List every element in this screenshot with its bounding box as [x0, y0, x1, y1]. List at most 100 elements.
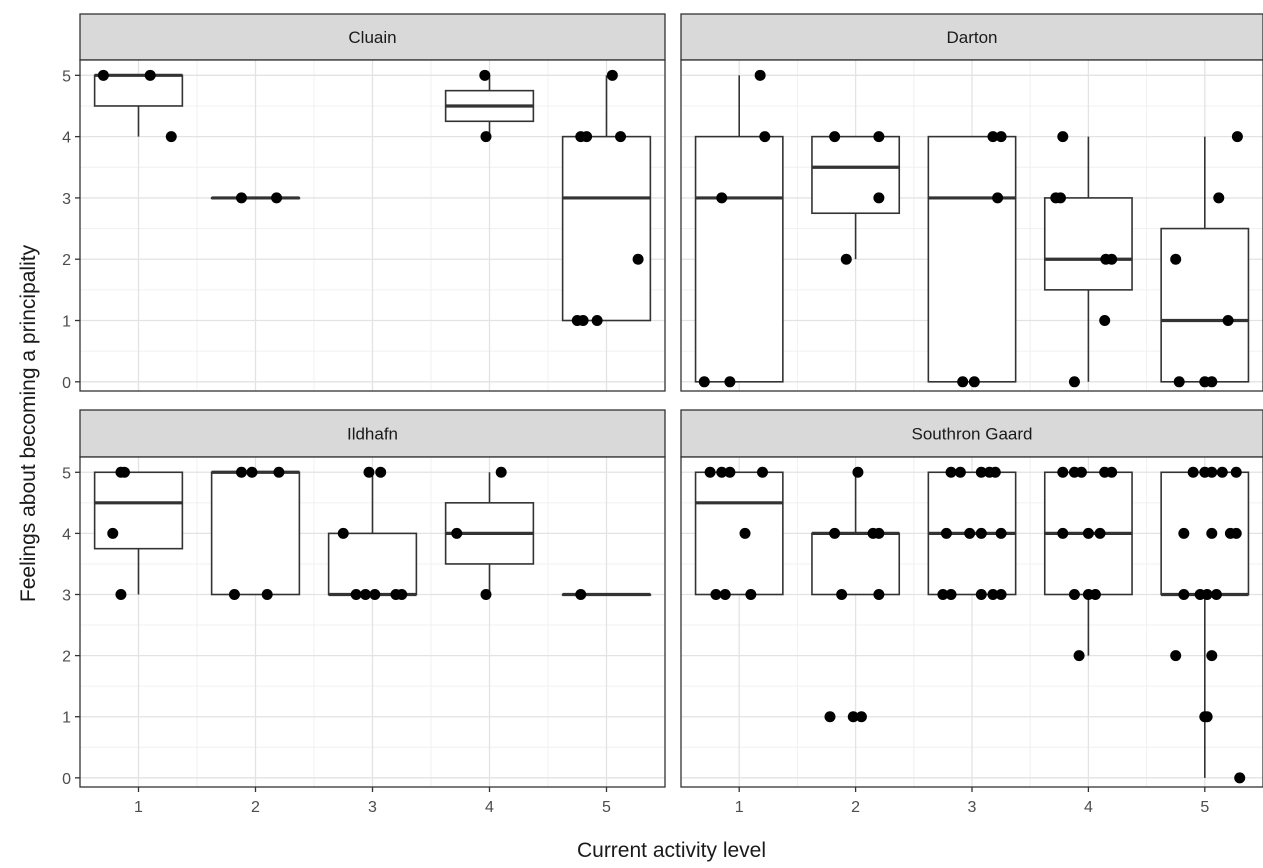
data-point — [975, 466, 987, 478]
y-tick-label: 2 — [62, 649, 71, 666]
facet-strip — [680, 13, 1263, 61]
data-point — [1230, 527, 1242, 539]
y-tick-label: 3 — [62, 191, 71, 208]
data-point — [1170, 253, 1182, 265]
data-point — [995, 589, 1007, 600]
data-point — [873, 131, 885, 143]
data-point — [987, 131, 999, 143]
data-point — [852, 466, 864, 478]
x-tick-label: 2 — [851, 799, 860, 816]
data-point — [581, 131, 593, 143]
data-point — [824, 711, 836, 723]
data-point — [615, 131, 627, 143]
data-point — [107, 527, 119, 539]
data-point — [1222, 315, 1234, 327]
facet-panel: Darton — [680, 13, 1263, 392]
data-point — [165, 131, 177, 143]
data-point — [1073, 650, 1085, 662]
box-element — [210, 470, 301, 596]
data-point — [836, 589, 848, 600]
data-point — [704, 466, 716, 478]
facet-strip-label: Darton — [946, 28, 997, 47]
data-point — [995, 131, 1007, 143]
data-point — [363, 466, 375, 478]
panel-border — [79, 59, 666, 392]
x-tick-label: 4 — [1084, 799, 1093, 816]
data-point — [940, 527, 952, 539]
data-point — [1213, 192, 1225, 204]
y-tick-label: 5 — [62, 68, 71, 85]
data-point — [1057, 466, 1069, 478]
data-point — [759, 131, 771, 143]
data-point — [1173, 376, 1185, 388]
box-element — [210, 196, 301, 200]
data-point — [739, 527, 751, 539]
x-tick-label: 5 — [602, 799, 611, 816]
data-point — [968, 376, 980, 388]
facet-strip-label: Cluain — [348, 28, 396, 47]
data-point — [1230, 466, 1242, 478]
data-point — [1206, 376, 1218, 388]
data-point — [1216, 466, 1228, 478]
data-point — [1075, 466, 1087, 478]
data-point — [724, 376, 736, 388]
data-point — [632, 253, 644, 265]
data-point — [235, 192, 247, 204]
data-point — [716, 466, 728, 478]
x-tick-label: 4 — [485, 799, 494, 816]
x-tick-label: 2 — [251, 799, 260, 816]
data-point — [989, 466, 1001, 478]
data-point — [1201, 589, 1213, 600]
x-tick-label: 1 — [735, 799, 744, 816]
data-point — [359, 589, 371, 600]
box-iqr — [694, 471, 784, 596]
data-point — [1068, 589, 1080, 600]
data-point — [964, 527, 976, 539]
box-iqr — [561, 135, 652, 322]
box-iqr — [93, 74, 184, 107]
data-point — [829, 131, 841, 143]
box-element — [444, 472, 535, 595]
data-point — [754, 69, 766, 81]
data-point — [1089, 589, 1101, 600]
box-iqr — [1160, 227, 1250, 383]
y-tick-label: 4 — [62, 130, 71, 147]
data-point — [575, 589, 587, 600]
data-point — [855, 711, 867, 723]
data-point — [1206, 466, 1218, 478]
box-element — [811, 472, 901, 596]
facet-panel: Ildhafn 0 1 2 3 4 5 1 2 3 4 5 — [62, 409, 666, 816]
box-element — [1043, 136, 1133, 382]
data-point — [987, 589, 999, 600]
box-element — [811, 135, 901, 260]
data-point — [495, 466, 507, 478]
y-tick-label: 2 — [62, 252, 71, 269]
data-point — [144, 69, 156, 81]
data-point — [1206, 527, 1218, 539]
data-point — [1106, 253, 1118, 265]
box-element — [927, 135, 1017, 383]
data-point — [1082, 527, 1094, 539]
data-point — [957, 376, 969, 388]
data-point — [719, 589, 731, 600]
data-point — [1210, 589, 1222, 600]
data-point — [375, 466, 387, 478]
data-point — [829, 527, 841, 539]
box-iqr — [327, 532, 418, 596]
facet-strip — [680, 409, 1263, 458]
data-point — [847, 711, 859, 723]
box-iqr — [694, 135, 784, 383]
x-tick-label: 3 — [368, 799, 377, 816]
data-point — [591, 315, 603, 327]
data-point — [480, 589, 492, 600]
data-point — [995, 527, 1007, 539]
y-tick-label: 3 — [62, 588, 71, 605]
y-tick-label: 0 — [62, 375, 71, 392]
facet-strip-label: Southron Gaard — [912, 425, 1033, 444]
data-point — [1178, 527, 1190, 539]
data-point — [235, 466, 247, 478]
facet-panel: Southron Gaard 1 2 3 4 5 — [680, 409, 1263, 816]
data-point — [1057, 131, 1069, 143]
data-point — [261, 589, 273, 600]
data-point — [954, 466, 966, 478]
